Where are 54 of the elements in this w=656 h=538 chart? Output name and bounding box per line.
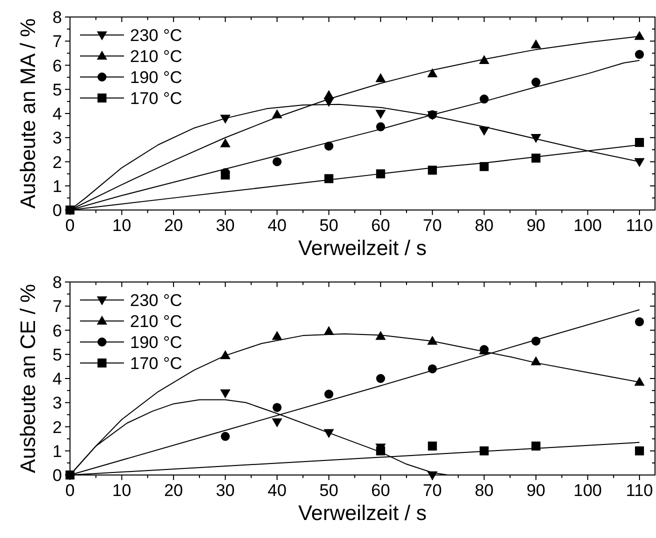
legend-label: 230 °C xyxy=(130,26,182,45)
y-tick-label: 5 xyxy=(52,80,62,100)
y-tick-label: 7 xyxy=(52,297,62,316)
x-tick-label: 80 xyxy=(474,216,494,235)
y-tick-label: 3 xyxy=(52,394,62,413)
y-tick-label: 4 xyxy=(52,370,62,388)
x-tick-label: 90 xyxy=(526,481,546,500)
legend-label: 210 °C xyxy=(130,312,182,331)
x-tick-label: 100 xyxy=(574,481,602,500)
x-tick-label: 70 xyxy=(422,216,442,235)
x-tick-label: 100 xyxy=(574,216,602,235)
y-tick-label: 0 xyxy=(52,201,62,220)
x-tick-label: 60 xyxy=(371,481,390,500)
y-axis-title: Ausbeute an MA / % xyxy=(17,18,40,209)
y-tick-label: 0 xyxy=(52,466,62,485)
x-tick-label: 40 xyxy=(268,481,287,500)
x-tick-label: 20 xyxy=(164,481,183,500)
y-tick-label: 8 xyxy=(52,8,62,27)
legend-label: 210 °C xyxy=(130,47,182,66)
legend-label: 170 °C xyxy=(130,354,182,373)
y-tick-label: 7 xyxy=(52,32,62,52)
y-tick-label: 5 xyxy=(52,345,62,364)
x-tick-label: 50 xyxy=(319,216,338,235)
x-tick-label: 20 xyxy=(164,216,183,235)
x-tick-label: 0 xyxy=(65,216,75,235)
x-tick-label: 110 xyxy=(626,481,654,500)
y-tick-label: 2 xyxy=(52,418,62,437)
y-axis-title: Ausbeute an CE / % xyxy=(17,284,40,474)
x-tick-label: 30 xyxy=(216,481,235,500)
legend-label: 230 °C xyxy=(130,291,182,310)
y-tick-label: 6 xyxy=(52,321,62,340)
y-tick-label: 8 xyxy=(52,273,62,292)
y-tick-label: 4 xyxy=(52,104,62,124)
y-tick-label: 1 xyxy=(52,176,62,196)
y-tick-label: 3 xyxy=(52,128,62,148)
x-tick-label: 80 xyxy=(474,481,494,500)
x-tick-label: 110 xyxy=(626,216,654,235)
x-tick-label: 90 xyxy=(526,216,546,235)
legend-label: 190 °C xyxy=(130,68,182,87)
x-tick-label: 60 xyxy=(371,216,390,235)
x-tick-label: 70 xyxy=(422,481,442,500)
y-tick-label: 1 xyxy=(52,442,62,461)
x-tick-label: 30 xyxy=(216,216,235,235)
x-tick-label: 10 xyxy=(112,481,132,500)
x-tick-label: 40 xyxy=(268,216,287,235)
x-tick-label: 0 xyxy=(65,481,75,500)
x-tick-label: 10 xyxy=(112,216,132,235)
x-axis-title: Verweilzeit / s xyxy=(298,502,427,525)
y-tick-label: 2 xyxy=(52,152,62,172)
legend-label: 190 °C xyxy=(130,333,182,352)
x-axis-title: Verweilzeit / s xyxy=(298,237,427,260)
x-tick-label: 50 xyxy=(319,481,338,500)
y-tick-label: 6 xyxy=(52,56,62,76)
legend-label: 170 °C xyxy=(130,89,182,108)
